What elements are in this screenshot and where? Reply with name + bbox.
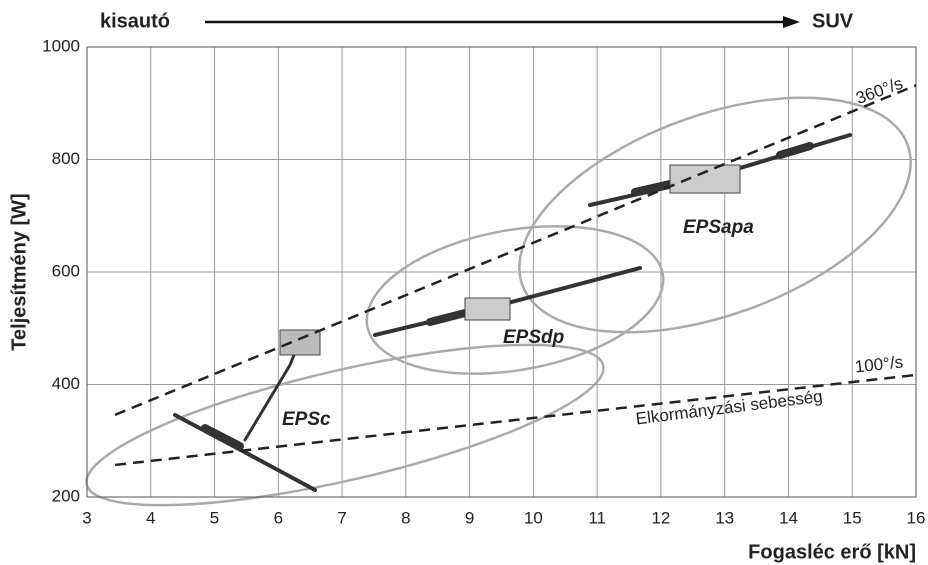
rack-epsc <box>173 413 317 492</box>
rack-epsc-boot <box>201 424 244 450</box>
top-left-label: kisautó <box>100 10 170 32</box>
x-tick-label: 10 <box>524 508 543 527</box>
ellipses <box>85 96 912 507</box>
steering-racks <box>173 133 852 492</box>
series-line <box>114 84 917 417</box>
y-tick-label: 400 <box>52 374 80 393</box>
y-tick-label: 200 <box>52 486 80 505</box>
x-tick-label: 5 <box>210 508 219 527</box>
x-tick-label: 6 <box>274 508 283 527</box>
region-epsdp <box>365 225 665 375</box>
x-tick-label: 15 <box>843 508 862 527</box>
annotation: EPSdp <box>503 327 564 348</box>
top-right-label: SUV <box>812 10 854 32</box>
rack-epsapa-motor <box>669 164 741 194</box>
x-tick-label: 4 <box>146 508 155 527</box>
x-tick-label: 9 <box>465 508 474 527</box>
y-axis-label: Teljesítmény [W] <box>8 193 30 350</box>
series-label: 360°/s <box>853 74 905 108</box>
x-tick-label: 11 <box>588 508 606 527</box>
series-label: 100°/s <box>854 352 904 376</box>
region-epsapa <box>518 96 912 334</box>
y-tick-label: 800 <box>52 149 80 168</box>
x-tick-label: 7 <box>337 508 346 527</box>
annotation: Elkormányzási sebesség <box>635 387 824 429</box>
rack-epsdp-boot <box>426 309 469 326</box>
annotation: EPSc <box>282 409 331 430</box>
arrow-head <box>783 16 800 28</box>
x-tick-label: 14 <box>779 508 798 527</box>
x-tick-label: 8 <box>401 508 410 527</box>
x-tick-label: 13 <box>715 508 734 527</box>
y-tick-label: 600 <box>52 261 80 280</box>
rack-epsc-motor <box>279 329 321 356</box>
x-tick-label: 3 <box>82 508 91 527</box>
rack-epsdp-motor <box>464 297 511 321</box>
series-line <box>114 373 917 467</box>
plot-frame <box>86 46 917 498</box>
x-axis-label: Fogasléc erő [kN] <box>748 541 916 563</box>
x-tick-label: 12 <box>651 508 670 527</box>
annotation: EPSapa <box>683 217 754 238</box>
rack-epsapa-boot <box>631 142 814 196</box>
y-tick-label: 1000 <box>42 36 80 55</box>
x-tick-label: 16 <box>907 508 926 527</box>
